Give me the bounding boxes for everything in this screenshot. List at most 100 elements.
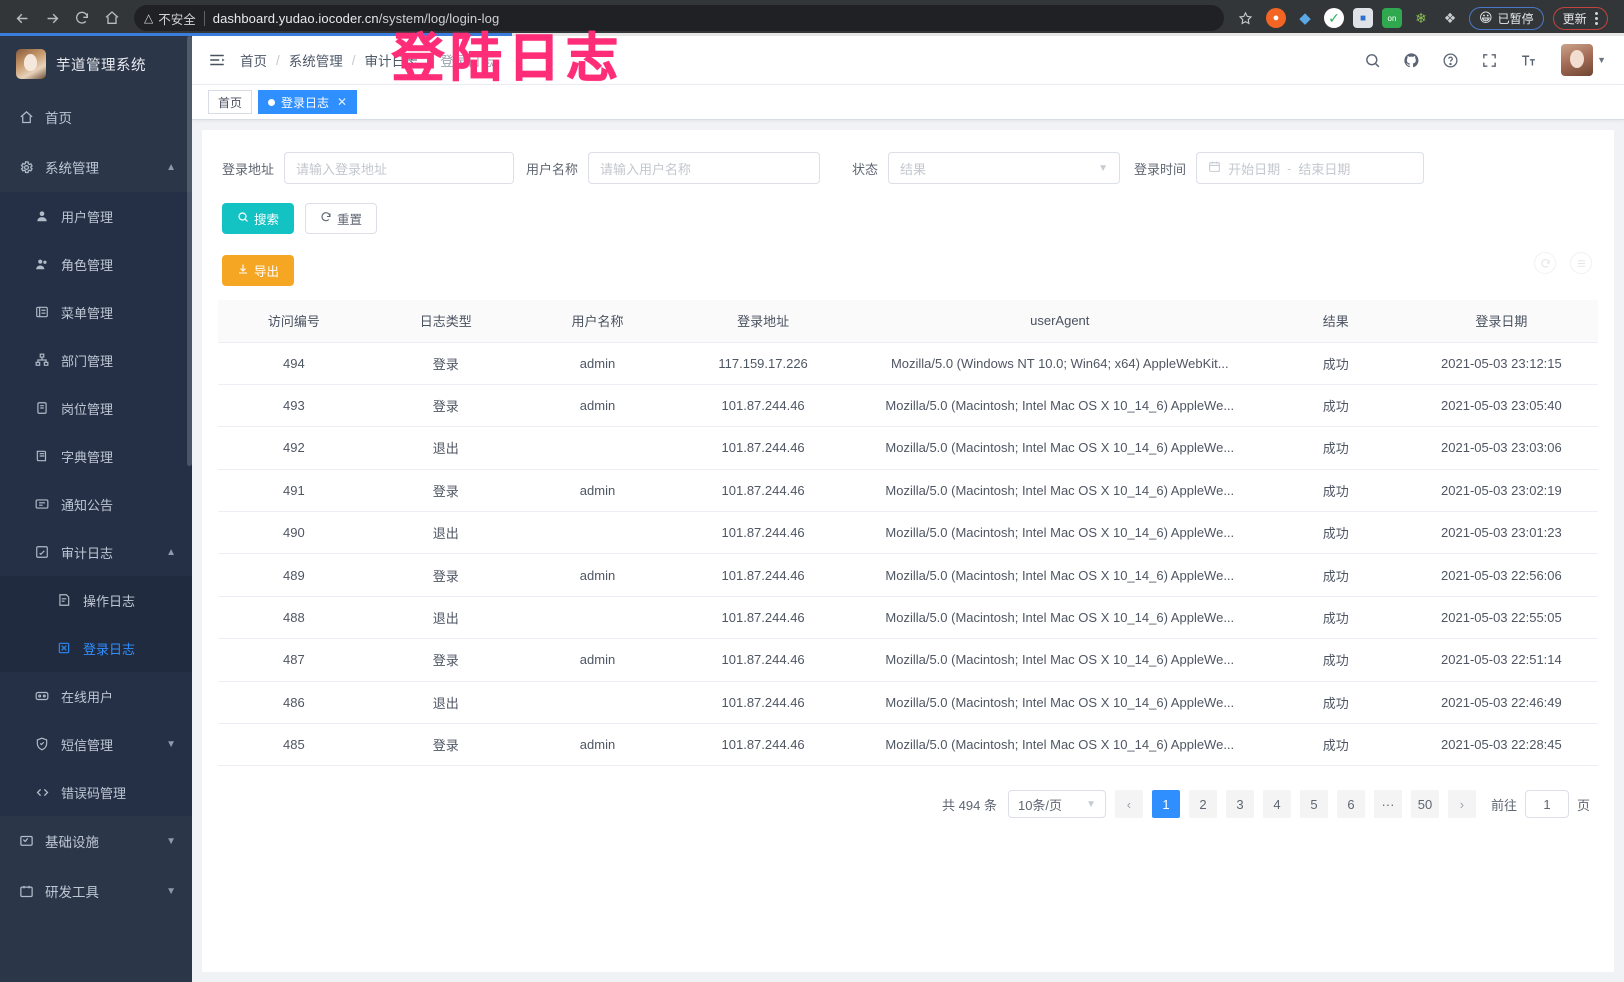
chevron-down-icon[interactable]: ▼ — [1597, 55, 1606, 65]
page-size-select[interactable]: 10条/页 ▼ — [1007, 790, 1106, 819]
sidebar-item-system-management[interactable]: 系统管理 ▲ — [0, 142, 192, 192]
home-icon[interactable] — [98, 4, 126, 32]
extension-blue-doc-icon[interactable]: ■ — [1353, 8, 1373, 28]
extension-green-check-icon[interactable]: ✓ — [1324, 8, 1344, 28]
table-row[interactable]: 492 退出 101.87.244.46 Mozilla/5.0 (Macintosh… — [218, 426, 1598, 470]
extension-puzzle-icon[interactable]: ❖ — [1443, 9, 1457, 26]
page-button-1[interactable]: 1 — [1151, 790, 1180, 819]
org-tree-icon — [34, 352, 50, 368]
fullscreen-icon[interactable] — [1479, 50, 1499, 70]
next-page-button[interactable]: › — [1447, 790, 1476, 819]
tag-bar: 首页 登录日志 ✕ — [192, 84, 1624, 120]
close-icon[interactable]: ✕ — [337, 95, 348, 109]
sidebar-item-infrastructure[interactable]: 基础设施 ▼ — [0, 816, 192, 866]
cell-log-id: 491 — [218, 469, 370, 513]
sidebar-item-dictionary-management[interactable]: 字典管理 — [0, 432, 192, 480]
breadcrumb-item-system[interactable]: 系统管理 — [288, 54, 343, 69]
extension-leaf-icon[interactable]: ❄ — [1415, 9, 1427, 26]
tag-home[interactable]: 首页 — [208, 90, 253, 114]
table-row[interactable]: 485 登录 admin 101.87.244.46 Mozilla/5.0 (Maci… — [218, 723, 1598, 767]
jump-page-input[interactable]: 1 — [1524, 790, 1569, 819]
page-button-4[interactable]: 4 — [1262, 790, 1291, 819]
sidebar-item-role-management[interactable]: 角色管理 — [0, 240, 192, 288]
table-row[interactable]: 490 退出 101.87.244.46 Mozilla/5.0 (Macintosh… — [218, 511, 1598, 555]
search-icon[interactable] — [1362, 50, 1382, 70]
page-button-5[interactable]: 5 — [1299, 790, 1328, 819]
three-dot-menu-icon[interactable] — [1594, 11, 1598, 25]
refresh-circle-icon[interactable] — [1534, 252, 1556, 274]
extension-diamond-icon[interactable]: ◆ — [1299, 10, 1311, 27]
avatar[interactable] — [1561, 44, 1594, 76]
start-date-input[interactable]: 开始日期 — [1228, 161, 1281, 177]
sidebar-item-dev-tools[interactable]: 研发工具 ▼ — [0, 866, 192, 916]
sidebar-item-audit-log[interactable]: 审计日志 ▲ — [0, 528, 192, 576]
filter-login-time: 登录时间 开始日期 - 结束日期 — [1134, 152, 1425, 184]
table-row[interactable]: 487 登录 admin 101.87.244.46 Mozilla/5.0 (Maci… — [218, 638, 1598, 682]
sidebar-item-position-management[interactable]: 岗位管理 — [0, 384, 192, 432]
column-header-date[interactable]: 登录日期 — [1404, 300, 1598, 343]
sidebar-item-home[interactable]: 首页 — [0, 92, 192, 142]
sidebar-item-department-management[interactable]: 部门管理 — [0, 336, 192, 384]
update-button[interactable]: 更新 — [1552, 6, 1608, 30]
table-row[interactable]: 486 退出 101.87.244.46 Mozilla/5.0 (Macintosh… — [218, 681, 1598, 725]
column-header-result[interactable]: 结果 — [1266, 300, 1405, 343]
table-row[interactable]: 494 登录 admin 117.159.17.226 Mozilla/5.0 (Win… — [218, 342, 1598, 385]
column-header-ip[interactable]: 登录地址 — [673, 300, 853, 343]
sidebar-scrollbar[interactable] — [187, 36, 192, 982]
export-button[interactable]: 导出 — [222, 255, 295, 286]
sidebar-item-notice[interactable]: 通知公告 — [0, 480, 192, 528]
back-arrow-icon[interactable] — [8, 4, 36, 32]
table-row[interactable]: 488 退出 101.87.244.46 Mozilla/5.0 (Macintosh… — [218, 596, 1598, 640]
search-button[interactable]: 搜索 — [222, 203, 295, 234]
cell-log-type: 登录 — [369, 469, 522, 513]
page-button-3[interactable]: 3 — [1225, 790, 1254, 819]
breadcrumb-item-home[interactable]: 首页 — [240, 54, 267, 69]
extension-orange-icon[interactable]: ● — [1266, 8, 1286, 28]
reload-icon[interactable] — [68, 4, 96, 32]
hamburger-menu-icon[interactable] — [206, 49, 228, 71]
sidebar-item-error-code-management[interactable]: 错误码管理 — [0, 768, 192, 816]
help-circle-icon[interactable] — [1440, 50, 1460, 70]
status-select[interactable]: 结果 ▼ — [888, 152, 1121, 184]
github-icon[interactable] — [1401, 50, 1421, 70]
sidebar-item-label: 在线用户 — [61, 689, 114, 705]
table-row[interactable]: 493 登录 admin 101.87.244.46 Mozilla/5.0 (Maci… — [218, 384, 1598, 428]
column-header-username[interactable]: 用户名称 — [521, 300, 674, 343]
sidebar-item-operation-log[interactable]: 操作日志 — [0, 576, 192, 624]
table-row[interactable]: 491 登录 admin 101.87.244.46 Mozilla/5.0 (Maci… — [218, 469, 1598, 513]
sidebar-item-menu-management[interactable]: 菜单管理 — [0, 288, 192, 336]
sidebar-item-user-management[interactable]: 用户管理 — [0, 192, 192, 240]
avatar-menu[interactable]: ▼ — [1561, 44, 1606, 76]
page-button-last[interactable]: 50 — [1410, 790, 1439, 819]
page-ellipsis[interactable]: ··· — [1373, 790, 1402, 819]
cell-log-type: 退出 — [369, 426, 522, 470]
reset-button[interactable]: 重置 — [305, 203, 378, 234]
page-button-2[interactable]: 2 — [1188, 790, 1217, 819]
sidebar-item-online-users[interactable]: 在线用户 — [0, 672, 192, 720]
security-warning[interactable]: △ 不安全 — [144, 9, 196, 28]
column-header-useragent[interactable]: userAgent — [852, 300, 1267, 343]
column-header-type[interactable]: 日志类型 — [369, 300, 522, 343]
end-date-input[interactable]: 结束日期 — [1298, 161, 1351, 177]
address-bar[interactable]: △ 不安全 dashboard.yudao.iocoder.cn/system/… — [134, 5, 1224, 31]
bookmark-star-icon[interactable] — [1232, 5, 1258, 31]
paused-status-button[interactable]: 😀 已暂停 — [1469, 6, 1544, 30]
table-row[interactable]: 489 登录 admin 101.87.244.46 Mozilla/5.0 (Maci… — [218, 553, 1598, 597]
page-button-6[interactable]: 6 — [1336, 790, 1365, 819]
extension-green-on-icon[interactable]: on — [1382, 8, 1402, 28]
sidebar-item-sms-management[interactable]: 短信管理 ▼ — [0, 720, 192, 768]
username-input[interactable]: 请输入用户名称 — [588, 152, 821, 184]
sidebar-logo[interactable]: 芋道管理系统 — [0, 36, 192, 92]
login-address-input[interactable]: 请输入登录地址 — [284, 152, 515, 184]
sidebar-scrollbar-thumb[interactable] — [187, 36, 192, 466]
breadcrumb-item-audit[interactable]: 审计日志 — [364, 54, 419, 69]
column-header-id[interactable]: 访问编号 — [218, 300, 370, 343]
tag-login-log[interactable]: 登录日志 ✕ — [258, 90, 358, 114]
font-size-icon[interactable] — [1518, 50, 1538, 70]
login-time-daterange[interactable]: 开始日期 - 结束日期 — [1196, 152, 1425, 184]
update-label: 更新 — [1562, 11, 1587, 26]
column-settings-icon[interactable] — [1570, 252, 1592, 274]
sidebar-item-login-log[interactable]: 登录日志 — [0, 624, 192, 672]
forward-arrow-icon[interactable] — [38, 4, 66, 32]
prev-page-button[interactable]: ‹ — [1114, 790, 1143, 819]
